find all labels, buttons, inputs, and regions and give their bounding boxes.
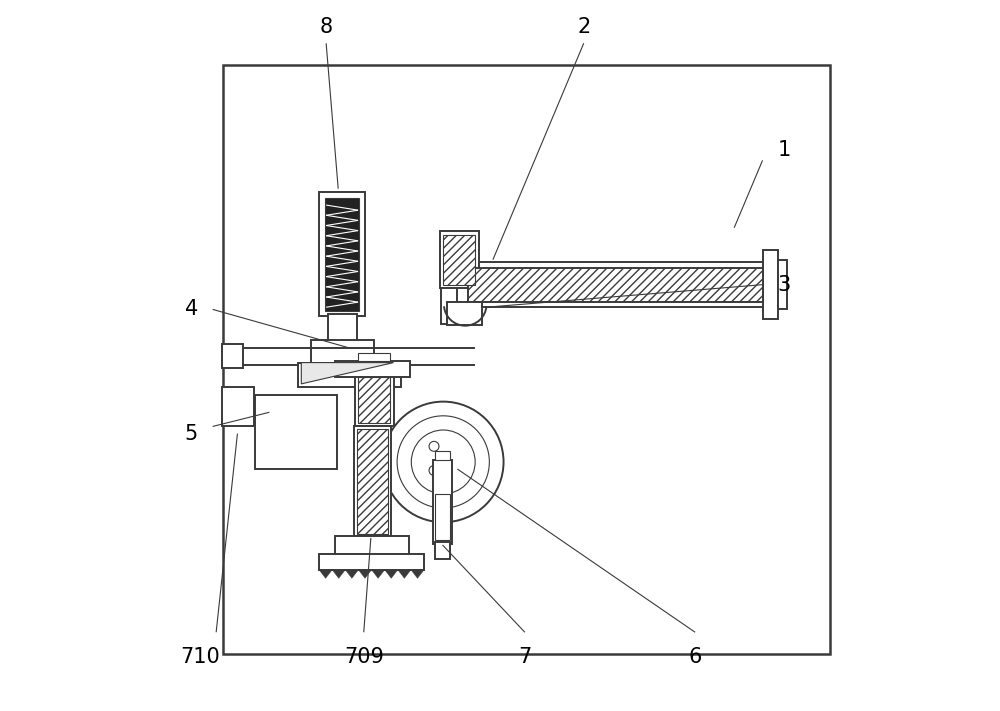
Bar [443,235,475,284]
Text: 4: 4 [185,299,198,319]
Bar [325,198,359,311]
Text: 2: 2 [577,17,590,37]
Circle shape [383,402,504,523]
Bar [319,554,424,570]
Bar [447,302,482,325]
Polygon shape [319,570,332,578]
Text: 3: 3 [777,274,790,294]
Bar [778,260,787,309]
Bar [335,536,409,555]
Polygon shape [345,570,358,578]
Bar [435,542,450,559]
Bar [222,387,254,427]
Bar [435,494,450,540]
Text: 8: 8 [320,17,333,37]
Circle shape [429,442,439,451]
Bar [328,314,357,343]
Bar [298,363,401,387]
Polygon shape [385,570,398,578]
Bar [354,427,391,537]
Text: 709: 709 [344,647,384,667]
Bar [358,377,390,423]
Bar [435,451,450,460]
Bar [357,429,388,534]
Bar [433,460,452,543]
Bar [440,231,479,288]
Bar [441,245,457,324]
Bar [311,340,374,365]
Bar [255,395,337,469]
Bar [222,344,243,368]
Bar [223,65,830,653]
Circle shape [429,466,439,476]
Text: 5: 5 [185,424,198,444]
Text: 6: 6 [688,647,702,667]
Bar [763,250,778,319]
Bar [468,267,763,301]
Circle shape [411,430,475,494]
Bar [355,373,394,427]
Polygon shape [358,570,372,578]
Polygon shape [332,570,345,578]
Bar [335,361,410,377]
Polygon shape [411,570,424,578]
Text: 1: 1 [777,140,790,160]
Polygon shape [372,570,385,578]
Text: 710: 710 [181,647,220,667]
Polygon shape [301,363,394,384]
Text: 7: 7 [518,647,531,667]
Polygon shape [398,570,411,578]
Bar [319,192,365,316]
Bar [358,353,390,361]
Circle shape [397,416,489,508]
